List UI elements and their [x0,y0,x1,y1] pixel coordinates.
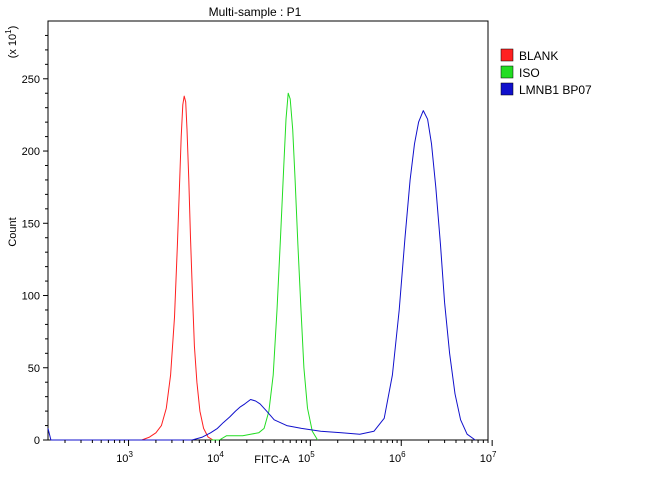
x-tick-label: 107 [480,450,497,465]
legend: BLANK ISO LMNB1 BP07 [501,49,592,97]
y-axis-ticks: 0 50 100 150 200 250 [22,35,48,447]
x-tick-label: 105 [298,450,315,465]
plot-frame [48,21,488,440]
y-tick-label: 0 [34,435,40,447]
x-tick-label: 104 [207,450,224,465]
legend-label-blank: BLANK [519,49,558,63]
svg-text:(x 101): (x 101) [4,26,19,59]
y-tick-label: 250 [22,74,40,86]
y-tick-label: 50 [28,363,40,375]
legend-label-iso: ISO [519,66,540,80]
y-multiplier-text: (x 10 [7,34,19,58]
plot-area: 103 104 105 106 107 0 50 100 150 200 250 [22,21,497,465]
x-tick-label: 103 [116,450,133,465]
y-multiplier: (x 101) [4,26,19,59]
x-axis-label: FITC-A [254,454,290,466]
legend-swatch-blank [501,49,513,61]
legend-swatch-lmnb1-bp07 [501,83,513,95]
y-tick-label: 200 [22,146,40,158]
y-tick-label: 150 [22,218,40,230]
x-tick-label: 106 [389,450,406,465]
y-tick-label: 100 [22,291,40,303]
legend-label-lmnb1-bp07: LMNB1 BP07 [519,83,592,97]
y-axis-label: Count [7,217,19,246]
legend-swatch-iso [501,66,513,78]
chart-title: Multi-sample : P1 [209,5,302,19]
